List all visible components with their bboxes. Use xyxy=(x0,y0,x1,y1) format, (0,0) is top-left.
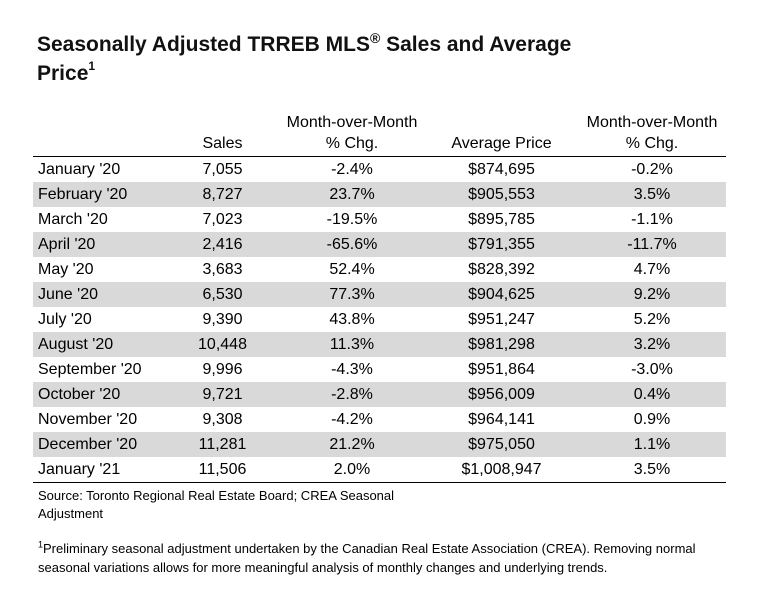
row-sales-change: -19.5% xyxy=(326,211,378,228)
table-row: March '20 7,023 -19.5% $895,785 -1.1% xyxy=(33,207,726,232)
row-price-change: 9.2% xyxy=(578,282,726,307)
row-price-change: -1.1% xyxy=(631,211,673,228)
row-sales-change: -65.6% xyxy=(279,232,425,257)
row-price-change: 5.2% xyxy=(633,311,671,328)
row-average-price: $951,247 xyxy=(468,311,535,328)
row-average-price: $895,785 xyxy=(468,211,535,228)
header-month xyxy=(33,110,166,157)
document-title: Seasonally Adjusted TRREB MLS® Sales and… xyxy=(37,30,597,88)
row-average-price: $956,009 xyxy=(425,382,578,407)
header-price-change: Month-over-Month % Chg. xyxy=(578,110,726,157)
row-average-price: $874,695 xyxy=(468,161,535,178)
table-row: May '20 3,683 52.4% $828,392 4.7% xyxy=(33,257,726,282)
row-average-price: $964,141 xyxy=(468,411,535,428)
row-sales-change: 77.3% xyxy=(279,282,425,307)
row-month: January '21 xyxy=(33,457,166,483)
row-sales: 7,023 xyxy=(202,211,243,228)
row-average-price: $975,050 xyxy=(425,432,578,457)
row-month: August '20 xyxy=(33,332,166,357)
row-month: November '20 xyxy=(38,411,138,428)
row-sales: 8,727 xyxy=(166,182,279,207)
table-row: September '20 9,996 -4.3% $951,864 -3.0% xyxy=(33,357,726,382)
row-sales-change: -4.2% xyxy=(331,411,373,428)
row-price-change: 0.4% xyxy=(578,382,726,407)
row-sales-change: 21.2% xyxy=(279,432,425,457)
row-sales-change: -2.4% xyxy=(331,161,373,178)
table-row: August '20 10,448 11.3% $981,298 3.2% xyxy=(33,332,726,357)
row-average-price: $1,008,947 xyxy=(425,457,578,483)
row-average-price: $904,625 xyxy=(425,282,578,307)
row-sales: 9,390 xyxy=(202,311,243,328)
row-average-price: $981,298 xyxy=(425,332,578,357)
table-row: June '20 6,530 77.3% $904,625 9.2% xyxy=(33,282,726,307)
row-month: February '20 xyxy=(33,182,166,207)
row-sales: 6,530 xyxy=(166,282,279,307)
row-sales: 10,448 xyxy=(166,332,279,357)
row-month: April '20 xyxy=(33,232,166,257)
row-sales: 7,055 xyxy=(202,161,243,178)
row-price-change: 3.5% xyxy=(578,457,726,483)
table-row: January '20 7,055 -2.4% $874,695 -0.2% xyxy=(33,157,726,183)
table-row: October '20 9,721 -2.8% $956,009 0.4% xyxy=(33,382,726,407)
row-sales-change: 52.4% xyxy=(329,261,375,278)
row-sales: 2,416 xyxy=(166,232,279,257)
row-sales: 9,308 xyxy=(202,411,243,428)
title-footnote-marker: 1 xyxy=(88,59,96,73)
row-average-price: $828,392 xyxy=(468,261,535,278)
row-month: October '20 xyxy=(33,382,166,407)
table-row: February '20 8,727 23.7% $905,553 3.5% xyxy=(33,182,726,207)
row-month: January '20 xyxy=(38,161,121,178)
title-text-2: Sales and Average xyxy=(380,33,572,56)
row-price-change: 4.7% xyxy=(633,261,671,278)
footnote-marker: 1 xyxy=(38,539,44,550)
row-sales: 11,506 xyxy=(166,457,279,483)
row-price-change: -11.7% xyxy=(578,232,726,257)
row-price-change: 3.2% xyxy=(578,332,726,357)
row-price-change: 0.9% xyxy=(633,411,671,428)
row-average-price: $791,355 xyxy=(425,232,578,257)
row-average-price: $905,553 xyxy=(425,182,578,207)
row-sales-change: -2.8% xyxy=(279,382,425,407)
row-month: March '20 xyxy=(38,211,108,228)
footnote-text: Preliminary seasonal adjustment undertak… xyxy=(38,541,696,575)
row-sales-change: -4.3% xyxy=(331,361,373,378)
row-month: May '20 xyxy=(38,261,94,278)
row-sales: 11,281 xyxy=(166,432,279,457)
title-text-1: Seasonally Adjusted TRREB MLS xyxy=(37,33,370,56)
header-sales-change: Month-over-Month % Chg. xyxy=(279,110,425,157)
row-month: December '20 xyxy=(33,432,166,457)
row-sales-change: 43.8% xyxy=(329,311,375,328)
row-price-change: 3.5% xyxy=(578,182,726,207)
row-sales-change: 23.7% xyxy=(279,182,425,207)
table-row: April '20 2,416 -65.6% $791,355 -11.7% xyxy=(33,232,726,257)
sales-price-table: Sales Month-over-Month % Chg. Average Pr… xyxy=(33,110,726,483)
row-sales-change: 11.3% xyxy=(279,332,425,357)
row-sales: 3,683 xyxy=(202,261,243,278)
row-average-price: $951,864 xyxy=(468,361,535,378)
source-note: Source: Toronto Regional Real Estate Boa… xyxy=(38,488,395,521)
table-row: December '20 11,281 21.2% $975,050 1.1% xyxy=(33,432,726,457)
footnote: 1Preliminary seasonal adjustment underta… xyxy=(38,539,728,577)
row-price-change: -3.0% xyxy=(631,361,673,378)
header-sales: Sales xyxy=(166,110,279,157)
table-row: July '20 9,390 43.8% $951,247 5.2% xyxy=(33,307,726,332)
row-price-change: 1.1% xyxy=(578,432,726,457)
header-average-price: Average Price xyxy=(425,110,578,157)
table-row: November '20 9,308 -4.2% $964,141 0.9% xyxy=(33,407,726,432)
title-text-3: Price xyxy=(37,62,89,85)
registered-mark: ® xyxy=(369,30,381,46)
table-header-row: Sales Month-over-Month % Chg. Average Pr… xyxy=(33,110,726,157)
row-sales-change: 2.0% xyxy=(279,457,425,483)
row-sales: 9,996 xyxy=(202,361,243,378)
row-sales: 9,721 xyxy=(166,382,279,407)
table-row: January '21 11,506 2.0% $1,008,947 3.5% xyxy=(33,457,726,483)
row-price-change: -0.2% xyxy=(631,161,673,178)
row-month: July '20 xyxy=(38,311,92,328)
row-month: June '20 xyxy=(33,282,166,307)
row-month: September '20 xyxy=(38,361,142,378)
